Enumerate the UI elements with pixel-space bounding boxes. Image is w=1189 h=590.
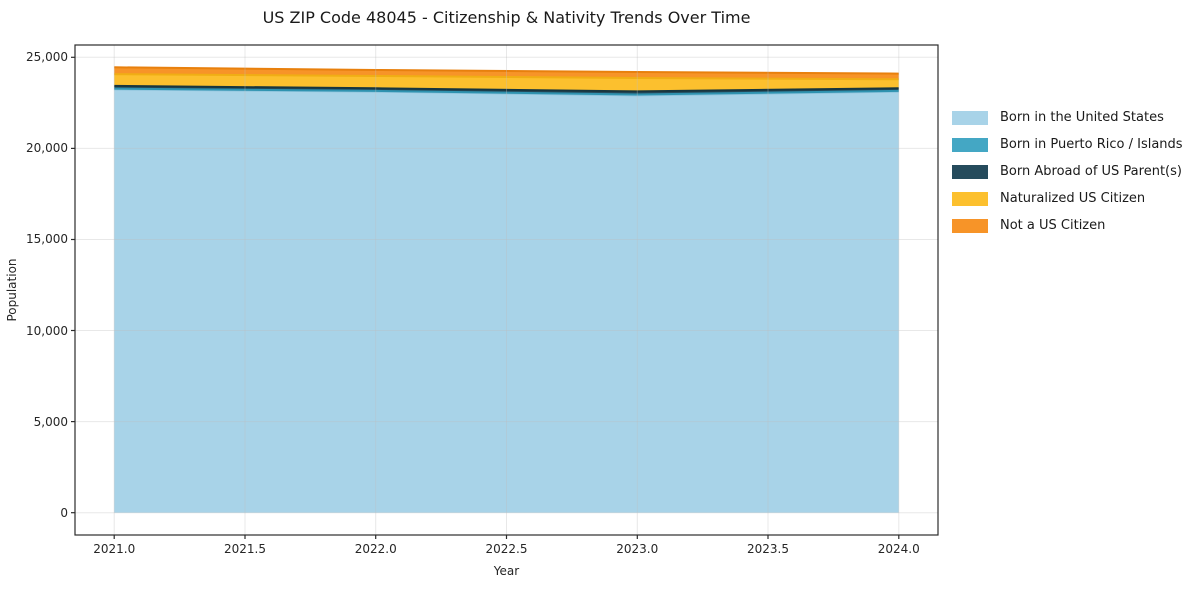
legend-swatch — [952, 110, 988, 125]
x-tick-label: 2021.0 — [93, 542, 136, 556]
legend-item: Born in the United States — [952, 104, 1183, 131]
y-tick-label: 10,000 — [26, 323, 68, 338]
legend-label: Born Abroad of US Parent(s) — [1000, 164, 1182, 179]
legend-item: Born Abroad of US Parent(s) — [952, 158, 1183, 185]
legend-label: Not a US Citizen — [1000, 218, 1106, 233]
x-axis-label: Year — [493, 564, 520, 578]
x-tick-label: 2024.0 — [877, 542, 920, 556]
legend-swatch — [952, 137, 988, 152]
chart-title: US ZIP Code 48045 - Citizenship & Nativi… — [262, 8, 751, 27]
x-tick-label: 2021.5 — [223, 542, 266, 556]
x-tick-label: 2022.0 — [354, 542, 397, 556]
legend-swatch — [952, 218, 988, 233]
y-tick-label: 20,000 — [26, 141, 68, 156]
y-tick-label: 15,000 — [26, 232, 68, 247]
legend-item: Naturalized US Citizen — [952, 185, 1183, 212]
y-tick-label: 25,000 — [26, 50, 68, 65]
x-tick-label: 2023.0 — [616, 542, 659, 556]
edge-line-born-in-puerto-rico-islands — [114, 87, 899, 96]
legend-item: Born in Puerto Rico / Islands — [952, 131, 1183, 158]
legend-swatch — [952, 164, 988, 179]
y-tick-label: 0 — [60, 505, 68, 520]
x-tick-label: 2023.5 — [747, 542, 789, 556]
edge-line-naturalized-us-citizen — [114, 73, 899, 81]
legend-label: Naturalized US Citizen — [1000, 191, 1146, 206]
edge-line-not-a-us-citizen — [114, 66, 899, 75]
legend: Born in the United States Born in Puerto … — [952, 104, 1183, 239]
legend-label: Born in the United States — [1000, 110, 1164, 125]
area-born-in-the-united-states — [114, 89, 899, 513]
legend-item: Not a US Citizen — [952, 212, 1183, 239]
y-tick-label: 5,000 — [33, 414, 68, 429]
y-axis-label: Population — [5, 258, 19, 322]
legend-swatch — [952, 191, 988, 206]
legend-label: Born in Puerto Rico / Islands — [1000, 137, 1183, 152]
x-tick-label: 2022.5 — [485, 542, 528, 556]
edge-line-born-abroad-of-us-parent-s- — [114, 84, 899, 93]
